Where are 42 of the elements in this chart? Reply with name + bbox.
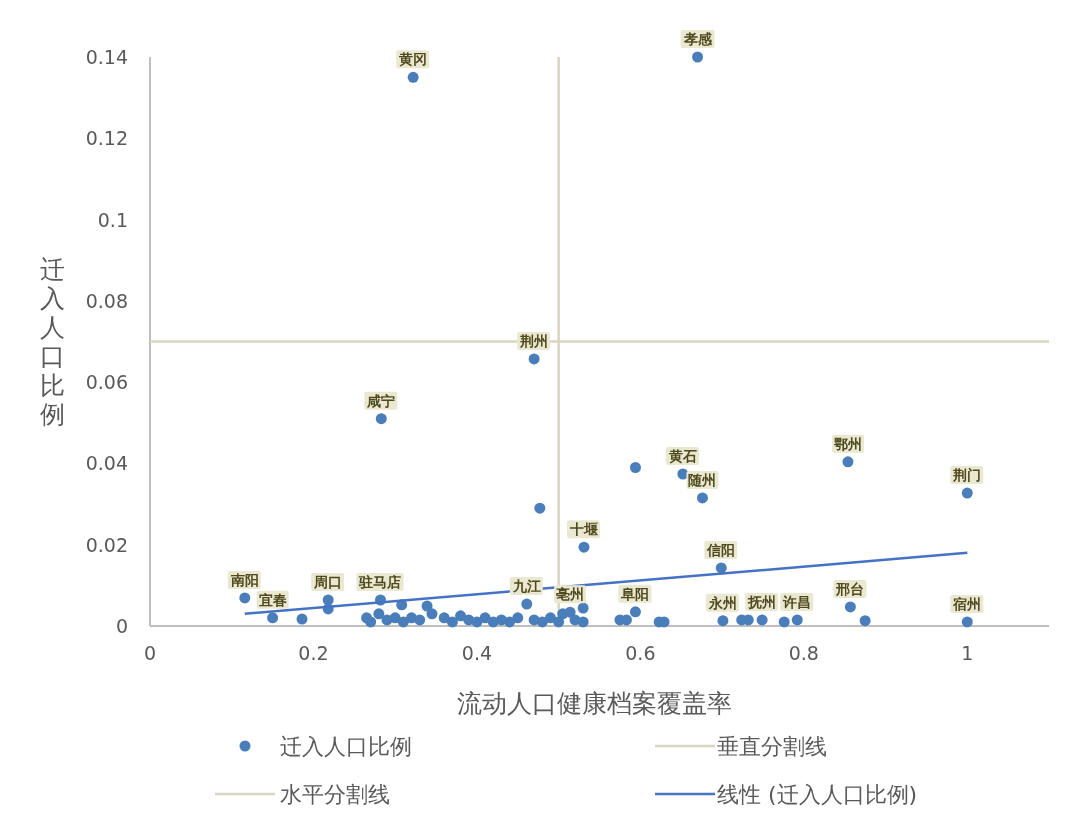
annotation: 十堰: [568, 521, 598, 538]
annotation: 永州: [707, 594, 737, 611]
annotation: 孝感: [682, 31, 713, 47]
x-axis-title: 流动人口健康档案覆盖率: [457, 689, 732, 718]
legend-label: 迁入人口比例: [280, 734, 412, 759]
y-tick-label: 0.1: [97, 208, 128, 231]
legend-label: 垂直分割线: [717, 734, 827, 759]
annotation: 九江: [511, 578, 541, 595]
annotation: 周口: [313, 573, 343, 590]
annotation: 南阳: [229, 571, 259, 588]
annotation: 黄石: [667, 448, 697, 464]
x-tick-label: 0: [143, 642, 157, 664]
x-tick-label: 0.2: [298, 642, 329, 664]
annotation: 宜春: [258, 591, 287, 608]
legend-label: 线性 (迁入人口比例): [717, 782, 918, 807]
y-tick-label: 0.04: [85, 452, 128, 475]
annotation: 许昌: [782, 593, 812, 610]
x-tick-label: 0.4: [461, 642, 493, 664]
legend-label: 水平分割线: [280, 782, 390, 807]
y-tick-label: 0.06: [85, 371, 128, 394]
annotation: 鄂州: [833, 435, 862, 452]
x-tick-label: 0.6: [625, 642, 656, 664]
y-tick-label: 0.12: [85, 127, 128, 150]
annotation: 驻马店: [358, 573, 402, 590]
x-tick-label: 0.8: [788, 642, 819, 664]
annotation: 黄冈: [398, 51, 428, 68]
y-tick-label: 0.02: [85, 533, 128, 556]
annotation: 荆州: [519, 332, 549, 349]
annotation: 宿州: [952, 595, 982, 612]
annotation: 亳州: [556, 586, 585, 603]
y-tick-label: 0: [115, 615, 128, 637]
y-tick-label: 0.14: [85, 46, 128, 68]
annotation: 荆门: [952, 467, 982, 484]
y-axis-title: 迁入人口比例: [39, 255, 65, 429]
annotation: 咸宁: [366, 392, 396, 409]
x-tick-label: 1: [961, 642, 974, 664]
annotation: 随州: [688, 471, 717, 488]
annotation: 邢台: [835, 580, 865, 597]
annotation: 阜阳: [620, 585, 650, 602]
y-tick-label: 0.08: [85, 289, 128, 312]
annotation: 抚州: [747, 593, 777, 610]
annotation: 信阳: [706, 541, 736, 558]
